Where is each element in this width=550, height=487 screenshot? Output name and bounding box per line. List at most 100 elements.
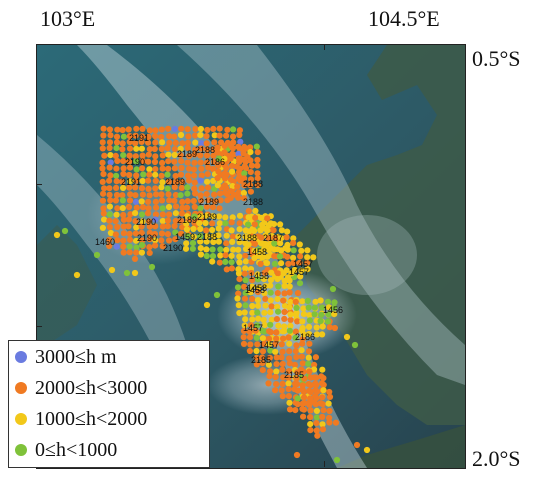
height-point (166, 133, 173, 140)
height-point (172, 191, 179, 199)
height-point (133, 166, 140, 173)
height-point (126, 230, 133, 237)
height-point (271, 260, 278, 267)
height-point (281, 277, 288, 285)
height-point (278, 387, 285, 394)
height-point (191, 185, 198, 192)
legend-swatch (15, 351, 27, 363)
height-point (311, 311, 318, 318)
height-point (152, 185, 159, 192)
height-point (296, 259, 303, 266)
height-point (274, 303, 281, 310)
height-point (259, 335, 266, 342)
height-point (99, 197, 107, 204)
height-point (133, 125, 140, 132)
height-point (313, 420, 320, 427)
height-point (259, 327, 266, 334)
height-point (286, 355, 293, 362)
height-point (183, 220, 190, 227)
height-point (113, 165, 120, 172)
height-label: 2190 (137, 233, 157, 243)
height-point (305, 304, 312, 311)
height-point (234, 284, 242, 291)
height-point (254, 156, 261, 164)
height-point (126, 138, 133, 146)
height-point (286, 327, 293, 334)
height-point (331, 304, 338, 311)
height-point (178, 158, 185, 165)
height-point (198, 145, 205, 152)
height-point (198, 165, 205, 172)
height-point (191, 213, 198, 220)
height-point (285, 368, 293, 375)
height-point (242, 252, 249, 259)
height-point (292, 407, 299, 414)
height-point (251, 247, 258, 254)
height-point (287, 311, 294, 318)
height-point (153, 204, 160, 211)
height-point (138, 249, 145, 256)
height-point (286, 277, 293, 284)
height-point (146, 127, 153, 134)
height-point (120, 243, 127, 250)
height-point (278, 354, 285, 361)
legend-item: 1000≤h<2000 (9, 405, 209, 433)
height-point (259, 360, 266, 367)
height-point (138, 241, 146, 249)
height-point (152, 166, 159, 173)
height-label: 2188 (243, 197, 263, 207)
height-point (260, 340, 268, 347)
height-point (107, 172, 114, 179)
height-point (165, 165, 172, 172)
height-point (209, 213, 217, 220)
height-point (298, 353, 305, 360)
height-point (261, 290, 268, 297)
height-point (299, 298, 306, 305)
height-point (197, 238, 204, 245)
height-point (107, 159, 114, 166)
height-point (236, 253, 243, 260)
height-point (210, 152, 217, 159)
height-point (205, 197, 212, 204)
height-point (152, 171, 159, 178)
height-point (146, 146, 153, 153)
height-point (262, 302, 269, 309)
height-point (254, 271, 261, 278)
height-point (292, 334, 299, 341)
height-point (146, 171, 153, 178)
height-point (107, 132, 114, 139)
height-point (249, 309, 256, 316)
height-point (165, 125, 172, 132)
height-point (165, 191, 172, 198)
height-point (209, 220, 216, 227)
height-point (306, 401, 313, 408)
height-point (272, 340, 279, 348)
height-point (258, 214, 265, 221)
height-point (222, 220, 229, 227)
height-point (197, 251, 204, 258)
height-point (139, 177, 146, 185)
legend-label: 0≤h<1000 (35, 439, 118, 461)
legend-swatch (15, 444, 27, 456)
height-point (120, 211, 127, 219)
height-point (306, 368, 313, 375)
height-point (164, 217, 172, 224)
height-point (240, 327, 248, 335)
height-point (172, 210, 179, 217)
height-point (159, 179, 166, 186)
height-point (286, 360, 293, 367)
height-point (320, 381, 327, 388)
height-point (285, 386, 292, 393)
height-point (171, 184, 178, 191)
height-point (152, 242, 159, 249)
height-point (177, 192, 184, 199)
height-point (197, 232, 204, 240)
height-point (179, 204, 186, 211)
height-point (254, 297, 262, 304)
height-label: 2189 (197, 212, 217, 222)
height-point (242, 290, 249, 297)
height-point (300, 311, 307, 318)
height-point (286, 283, 293, 290)
height-point (236, 226, 243, 233)
height-point (271, 246, 278, 253)
